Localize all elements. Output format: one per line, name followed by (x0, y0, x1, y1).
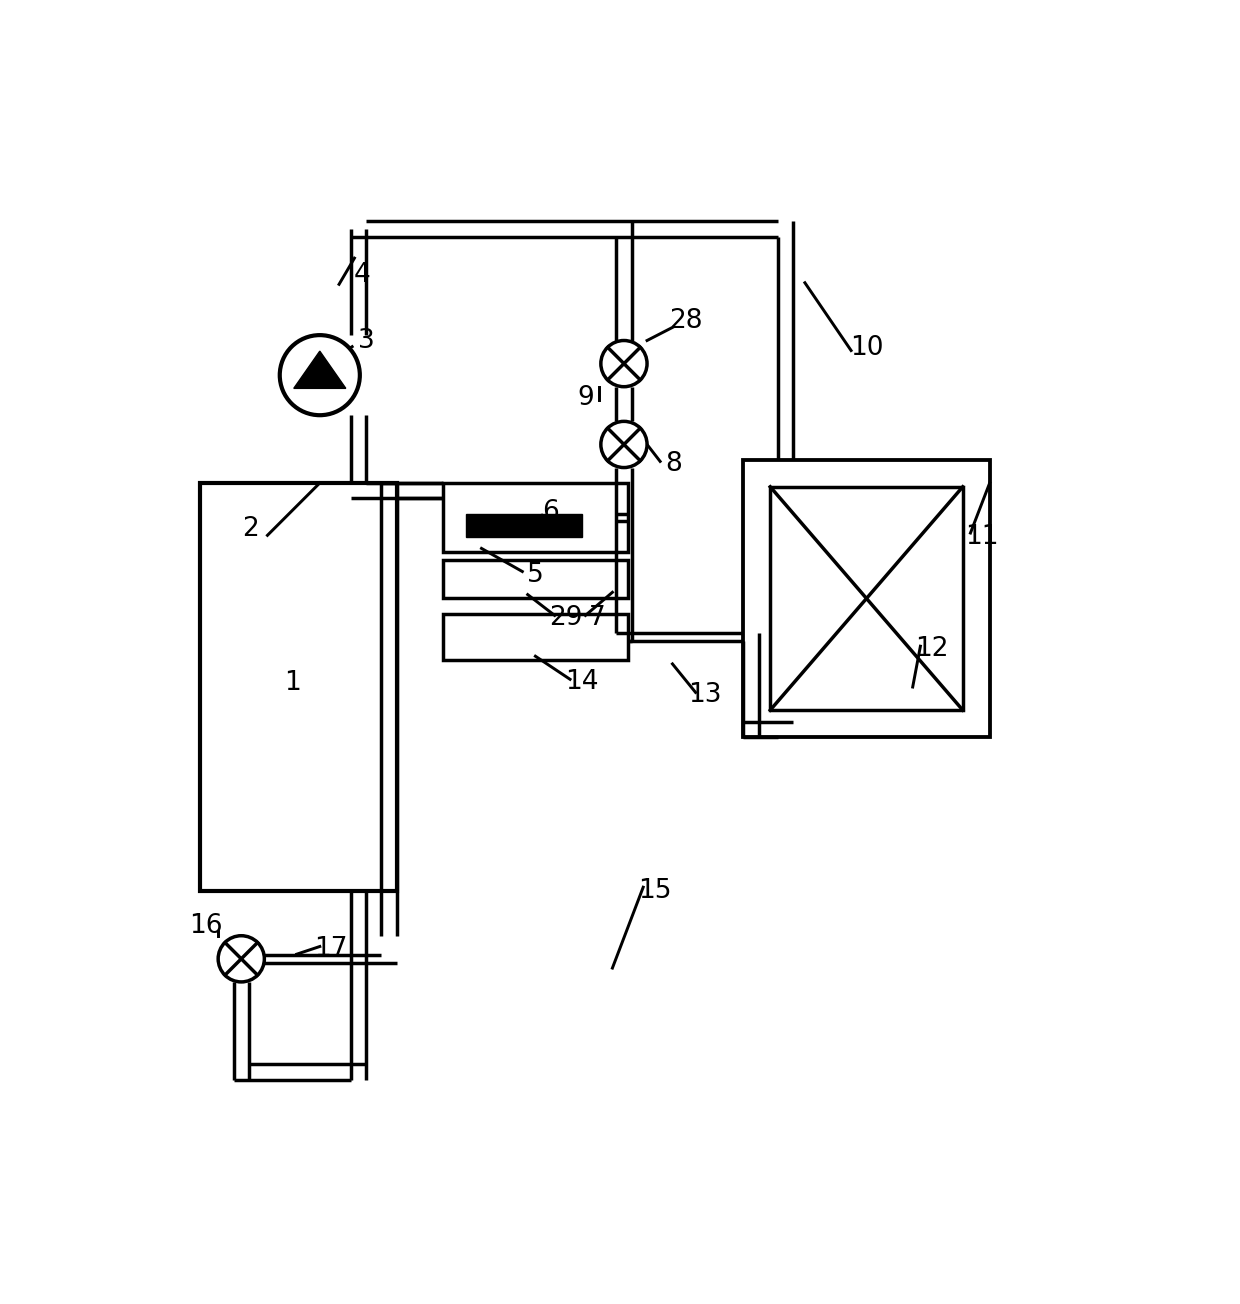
Bar (443, 482, 627, 553)
Bar (443, 614, 627, 660)
Bar (466, 514, 582, 537)
Text: 29: 29 (549, 605, 583, 631)
Text: 9: 9 (577, 385, 594, 411)
Polygon shape (294, 351, 346, 389)
Text: 17: 17 (315, 936, 348, 962)
Text: 13: 13 (688, 682, 722, 708)
Circle shape (601, 421, 647, 468)
Text: 12: 12 (915, 635, 949, 661)
Text: 15: 15 (639, 878, 672, 904)
Circle shape (280, 335, 360, 415)
Text: 4: 4 (353, 262, 371, 288)
Text: 6: 6 (542, 499, 559, 526)
Text: 11: 11 (965, 524, 998, 550)
Text: 1: 1 (284, 670, 301, 696)
Bar (443, 559, 627, 599)
Text: 3: 3 (357, 327, 374, 353)
Text: 14: 14 (565, 669, 599, 695)
Circle shape (218, 936, 264, 982)
Circle shape (601, 340, 647, 387)
Text: 16: 16 (188, 913, 223, 939)
Text: 8: 8 (666, 451, 682, 477)
Bar (743, 460, 990, 737)
Text: 10: 10 (849, 335, 883, 361)
Bar (770, 486, 962, 711)
Text: 5: 5 (527, 562, 544, 588)
Text: 7: 7 (589, 605, 605, 631)
Text: 28: 28 (668, 308, 702, 334)
Bar (201, 482, 397, 891)
Text: 2: 2 (242, 516, 259, 542)
